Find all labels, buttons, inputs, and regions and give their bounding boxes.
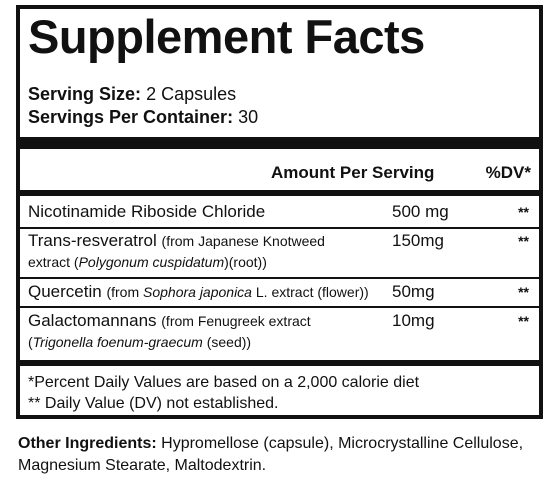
other-ingredients-value: Hypromellose (capsule), Microcrystalline… <box>18 435 524 474</box>
other-ingredients-label: Other Ingredients: <box>18 435 157 452</box>
ingredient-source-line: (Trigonella foenum-graecum (seed)) <box>28 332 251 352</box>
servings-per-container-value: 30 <box>238 107 259 127</box>
ingredient-dv: ** <box>518 313 529 329</box>
ingredient-source: (from <box>106 284 143 300</box>
not-established-footnote: ** Daily Value (DV) not established. <box>28 395 279 412</box>
panel-title: Supplement Facts <box>28 10 425 63</box>
ingredient-name: Nicotinamide Riboside Chloride <box>28 202 266 221</box>
thick-divider <box>20 137 539 149</box>
row-divider <box>20 277 539 279</box>
servings-per-container-label: Servings Per Container: <box>28 107 234 127</box>
header-divider <box>20 190 539 196</box>
ingredient-source-line: extract (Polygonum cuspidatum)(root)) <box>28 252 267 272</box>
row-divider <box>20 227 539 229</box>
serving-size-label: Serving Size: <box>28 84 142 104</box>
ingredient-name: Quercetin (from Sophora japonica L. extr… <box>28 282 369 302</box>
ingredient-amount: 10mg <box>392 311 435 330</box>
ingredient-name-main: Galactomannans <box>28 311 157 330</box>
servings-per-container: Servings Per Container: 30 <box>28 108 258 126</box>
supplement-facts-panel: Supplement Facts Serving Size: 2 Capsule… <box>16 5 543 419</box>
ingredient-source: L. extract (flower)) <box>251 284 369 300</box>
ingredient-name: Trans-resveratrol (from Japanese Knotwee… <box>28 231 325 251</box>
ingredient-source: extract ( <box>28 254 79 270</box>
ingredient-latin-name: Sophora japonica <box>143 284 252 300</box>
row-divider <box>20 306 539 308</box>
ingredient-amount: 50mg <box>392 282 435 301</box>
ingredient-dv: ** <box>518 233 529 249</box>
ingredient-source: (seed)) <box>202 334 252 350</box>
ingredient-amount: 500 mg <box>392 202 449 221</box>
dv-footnote: *Percent Daily Values are based on a 2,0… <box>28 374 420 391</box>
ingredient-name-main: Trans-resveratrol <box>28 231 157 250</box>
ingredient-source: (from Japanese Knotweed <box>161 233 325 249</box>
ingredient-name-main: Quercetin <box>28 282 102 301</box>
serving-size-value: 2 Capsules <box>146 84 237 104</box>
ingredient-source: )(root)) <box>224 254 267 270</box>
amount-per-serving-header: Amount Per Serving <box>271 163 435 182</box>
ingredient-name: Galactomannans (from Fenugreek extract <box>28 311 311 331</box>
footer-divider <box>20 360 539 366</box>
ingredient-amount: 150mg <box>392 231 444 250</box>
dv-header: %DV* <box>485 163 531 182</box>
ingredient-dv: ** <box>518 204 529 220</box>
serving-size: Serving Size: 2 Capsules <box>28 85 236 103</box>
other-ingredients: Other Ingredients: Hypromellose (capsule… <box>18 433 548 477</box>
ingredient-source: (from Fenugreek extract <box>161 313 311 329</box>
ingredient-source: ( <box>28 334 33 350</box>
ingredient-dv: ** <box>518 284 529 300</box>
ingredient-latin-name: Polygonum cuspidatum <box>78 254 225 270</box>
ingredient-latin-name: Trigonella foenum-graecum <box>32 334 203 350</box>
